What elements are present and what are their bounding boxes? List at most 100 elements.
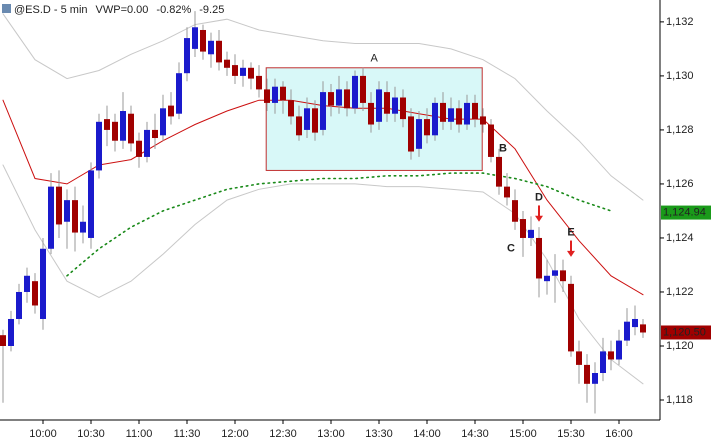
indicator-line — [2, 13, 644, 201]
candle-body — [208, 40, 214, 55]
candle-body — [240, 67, 246, 76]
candle-body — [504, 186, 510, 198]
y-tick-label: 1,124 — [666, 232, 694, 244]
candle-body — [256, 75, 262, 90]
candle-body — [344, 89, 350, 109]
annotation: D — [535, 191, 543, 203]
candle-body — [144, 129, 150, 157]
price-tag — [661, 325, 711, 340]
range-box — [265, 67, 483, 171]
candle-body — [320, 92, 326, 130]
candle-body — [568, 283, 574, 352]
candle-body — [272, 86, 278, 103]
x-tick-label: 11:00 — [126, 428, 153, 440]
candle-body — [64, 200, 70, 222]
y-tick-label: 1,130 — [666, 70, 694, 82]
candle-body — [392, 97, 398, 114]
candle-body — [416, 119, 422, 149]
candle-body — [224, 59, 230, 68]
price-tag-label: 1,124.94 — [663, 206, 706, 218]
candle-body — [168, 105, 174, 117]
candle-body — [120, 111, 126, 141]
x-tick-label: 11:30 — [174, 428, 201, 440]
candle-body — [432, 102, 438, 136]
candle-body — [520, 219, 526, 238]
arrow-head — [567, 250, 575, 257]
candle-body — [312, 108, 318, 133]
candle-body — [72, 200, 78, 233]
candle-body — [600, 351, 606, 374]
candle-body — [80, 221, 86, 233]
x-tick-label: 12:00 — [221, 428, 249, 440]
candle-body — [424, 119, 430, 136]
header-stat: VWP=0.00 — [96, 4, 149, 16]
candle-body — [552, 270, 558, 276]
candle-body — [512, 200, 518, 222]
candle-body — [464, 102, 470, 125]
x-tick-label: 15:00 — [509, 428, 537, 440]
price-tag — [661, 205, 711, 220]
header: @ES.D - 5 min — [2, 4, 88, 16]
candle-body — [440, 102, 446, 122]
y-tick-label: 1,128 — [666, 124, 694, 136]
candle-body — [528, 229, 534, 238]
annotation: E — [567, 226, 574, 238]
candle-body — [104, 119, 110, 130]
candle-body — [200, 29, 206, 52]
price-tag-label: 1,120.50 — [663, 326, 706, 338]
candle-body — [136, 140, 142, 157]
candle-body — [584, 364, 590, 384]
x-tick-label: 14:00 — [413, 428, 441, 440]
x-tick-label: 12:30 — [269, 428, 297, 440]
x-tick-label: 16:00 — [605, 428, 633, 440]
candle-body — [640, 324, 646, 333]
candle-body — [408, 116, 414, 152]
candle-body — [112, 121, 118, 141]
chart-title: @ES.D - 5 min — [14, 4, 88, 16]
candle-body — [96, 121, 102, 171]
candle-body — [472, 102, 478, 120]
header-stat: -0.82% — [156, 4, 191, 16]
candle-body — [152, 129, 158, 139]
candle-body — [480, 116, 486, 125]
candle-body — [32, 281, 38, 306]
candle-body — [192, 27, 198, 49]
y-tick-label: 1,132 — [666, 16, 694, 28]
candle-body — [24, 275, 30, 292]
candle-body — [296, 116, 302, 136]
candle-body — [336, 89, 342, 106]
candle-body — [400, 97, 406, 120]
candle-body — [360, 75, 366, 103]
candle-body — [88, 170, 94, 238]
candle-body — [448, 108, 454, 122]
candle-body — [368, 102, 374, 125]
candle-body — [616, 340, 622, 360]
header-stat: -9.25 — [199, 4, 224, 16]
x-tick-label: 15:30 — [557, 428, 585, 440]
x-tick-label: 14:30 — [461, 428, 489, 440]
candle-body — [560, 270, 566, 282]
candle-body — [328, 92, 334, 106]
candle-body — [48, 186, 54, 249]
annotation: B — [499, 143, 507, 155]
candle-body — [632, 318, 638, 328]
candle-body — [40, 248, 46, 319]
x-tick-label: 13:00 — [317, 428, 345, 440]
candle-body — [592, 373, 598, 384]
candle-body — [184, 38, 190, 74]
candle-body — [56, 186, 62, 225]
candle-body — [304, 108, 310, 130]
candle-body — [176, 73, 182, 114]
y-tick-label: 1,126 — [666, 178, 694, 190]
candle-body — [280, 86, 286, 101]
y-tick-label: 1,122 — [666, 286, 694, 298]
candle-body — [248, 67, 254, 79]
candle-body — [376, 89, 382, 122]
candle-body — [128, 113, 134, 144]
candle-body — [288, 100, 294, 117]
y-tick-label: 1,120 — [666, 340, 694, 352]
annotation: C — [507, 243, 515, 255]
box-label: A — [371, 53, 379, 65]
candle-body — [544, 275, 550, 282]
candle-body — [456, 108, 462, 125]
